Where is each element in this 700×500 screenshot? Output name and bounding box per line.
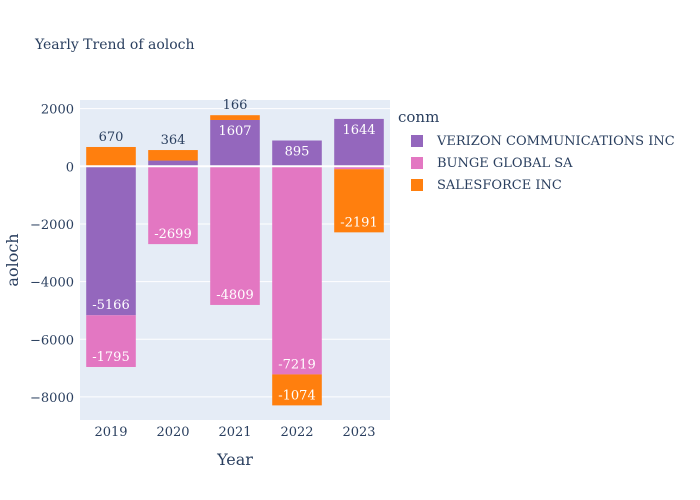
x-tick-label: 2023 [342,425,375,440]
data-label: 670 [99,130,124,145]
legend-item-bunge[interactable]: BUNGE GLOBAL SA [398,152,675,174]
bar-salesforce-inc-2019 [86,146,136,167]
bar-verizon-communications-inc-2021 [210,119,260,167]
bar-salesforce-inc-2020 [148,150,198,161]
legend-label-verizon: VERIZON COMMUNICATIONS INC [437,133,675,149]
bar-bunge-global-sa-2021 [210,166,260,305]
data-label: -1074 [278,388,315,403]
data-label: 166 [223,98,248,113]
legend-label-bunge: BUNGE GLOBAL SA [437,155,573,171]
y-tick-label: −2000 [30,218,74,233]
data-label: 1607 [218,124,251,139]
legend-swatch-verizon [411,135,423,147]
legend-item-verizon[interactable]: VERIZON COMMUNICATIONS INC [398,130,675,152]
bar-verizon-communications-inc-2022 [272,140,322,167]
y-tick-label: 2000 [41,103,74,118]
data-label: 895 [285,145,310,160]
y-tick-label: −8000 [30,391,74,406]
chart-title: Yearly Trend of aoloch [35,37,195,53]
bar-verizon-communications-inc-2023 [334,118,384,167]
x-axis-label: Year [216,450,253,469]
x-tick-label: 2022 [280,425,313,440]
data-labels: -5166 1607 895 1644 -1795 -2699 -4809 -7219 670 3… [92,98,377,403]
bar-group [86,115,384,406]
y-tick-label: 0 [66,160,74,175]
x-tick-label: 2021 [218,425,251,440]
data-label: -7219 [278,357,315,372]
bar-salesforce-inc-2022 [272,374,322,406]
legend-swatch-salesforce [411,179,423,191]
x-tick-label: 2019 [94,425,127,440]
data-label: -5166 [92,298,129,313]
bar-salesforce-inc-2021 [210,115,260,120]
legend-title: conm [398,108,440,126]
bar-verizon-communications-inc-2020 [148,160,198,167]
legend-label-salesforce: SALESFORCE INC [437,177,562,193]
x-tick-label: 2020 [156,425,189,440]
y-tick-label: −4000 [30,276,74,291]
legend-item-salesforce[interactable]: SALESFORCE INC [398,174,675,196]
bar-salesforce-inc-2023 [334,169,384,233]
y-axis-label: aoloch [3,233,22,286]
bar-bunge-global-sa-2020 [148,166,198,245]
data-label: 364 [161,133,186,148]
y-tick-labels: 2000 0 −2000 −4000 −6000 −8000 [30,103,74,406]
data-label: 1644 [342,123,375,138]
x-tick-labels: 2019 2020 2021 2022 2023 [94,425,375,440]
legend: conm VERIZON COMMUNICATIONS INC BUNGE GL… [398,108,675,196]
data-label: -4809 [216,288,253,303]
legend-swatch-bunge [411,157,423,169]
bar-bunge-global-sa-2019 [86,315,136,367]
bar-verizon-communications-inc-2019 [86,166,136,316]
data-label: -2699 [154,227,191,242]
data-label: -1795 [92,350,129,365]
data-label: -2191 [340,215,377,230]
y-tick-label: −6000 [30,333,74,348]
bar-bunge-global-sa-2022 [272,166,322,375]
bar-bunge-global-sa-2023 [334,166,384,170]
